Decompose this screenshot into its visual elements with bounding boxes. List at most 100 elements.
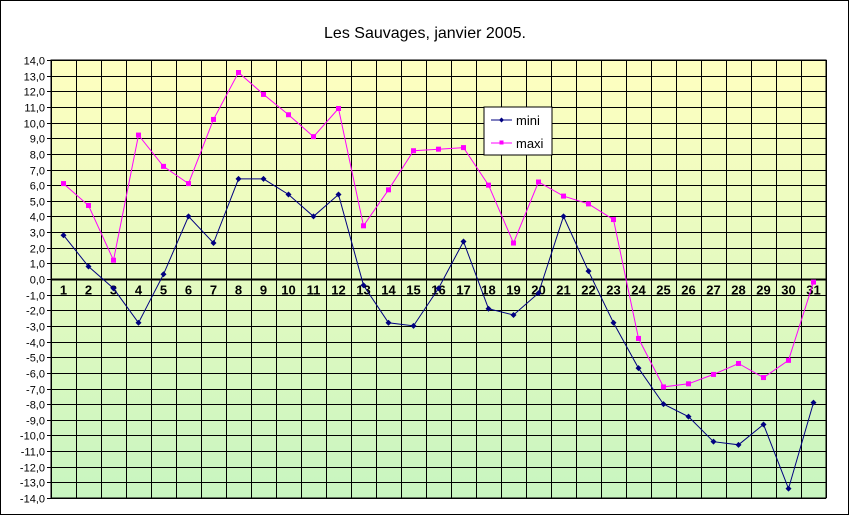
y-tick-label: -2,0	[26, 306, 45, 318]
y-tick-label: 2,0	[30, 244, 45, 256]
data-point-maxi	[386, 187, 391, 193]
x-tick-label: 24	[631, 283, 646, 298]
y-tick-label: 7,0	[30, 166, 45, 178]
data-point-mini	[610, 319, 617, 326]
y-tick-label: 6,0	[30, 181, 45, 193]
data-point-maxi	[86, 202, 91, 208]
data-point-maxi	[536, 179, 541, 185]
y-tick-label: 3,0	[30, 228, 45, 240]
data-point-maxi	[686, 381, 691, 387]
data-point-maxi	[486, 182, 491, 188]
y-tick-label: 8,0	[30, 150, 45, 162]
data-point-mini	[60, 232, 67, 239]
y-tick-label: 12,0	[24, 87, 45, 99]
chart-title: Les Sauvages, janvier 2005.	[324, 25, 526, 42]
data-point-maxi	[61, 181, 66, 187]
data-point-maxi	[261, 91, 266, 97]
x-tick-label: 1	[60, 283, 67, 298]
data-point-maxi	[186, 181, 191, 187]
y-tick-label: -1,0	[26, 291, 45, 303]
data-point-mini	[435, 285, 442, 292]
data-point-mini	[335, 191, 342, 198]
legend-box	[483, 106, 553, 156]
data-point-maxi	[361, 223, 366, 229]
data-point-maxi	[236, 70, 241, 76]
y-tick-label: 4,0	[30, 212, 45, 224]
legend-label-mini: mini	[516, 113, 540, 128]
data-point-maxi	[661, 384, 666, 390]
x-tick-label: 29	[756, 283, 770, 298]
data-point-mini	[235, 175, 242, 182]
data-point-maxi	[611, 217, 616, 223]
data-point-maxi	[786, 357, 791, 363]
x-tick-label: 22	[581, 283, 595, 298]
data-point-mini	[185, 213, 192, 220]
data-point-maxi	[511, 240, 516, 246]
x-tick-label: 15	[406, 283, 420, 298]
data-point-mini	[260, 175, 267, 182]
plot-area: 14,013,012,011,010,09,08,07,06,05,04,03,…	[20, 56, 827, 506]
data-point-maxi	[811, 279, 816, 285]
data-point-maxi	[761, 375, 766, 381]
data-point-mini	[735, 441, 742, 448]
x-tick-label: 17	[456, 283, 470, 298]
data-point-maxi	[586, 201, 591, 207]
x-tick-label: 7	[210, 283, 217, 298]
data-point-maxi	[161, 163, 166, 169]
y-tick-label: -6,0	[26, 369, 45, 381]
data-point-mini	[785, 485, 792, 492]
x-tick-label: 27	[706, 283, 720, 298]
x-tick-label: 2	[85, 283, 92, 298]
y-tick-label: -10,0	[20, 431, 45, 443]
y-tick-label: 9,0	[30, 134, 45, 146]
y-tick-label: -4,0	[26, 338, 45, 350]
data-point-mini	[585, 268, 592, 275]
data-point-maxi	[711, 371, 716, 377]
data-point-mini	[210, 240, 217, 247]
x-tick-label: 12	[331, 283, 345, 298]
data-point-mini	[710, 438, 717, 445]
data-point-maxi	[336, 105, 341, 111]
y-tick-label: -7,0	[26, 385, 45, 397]
y-tick-label: -13,0	[20, 478, 45, 490]
y-tick-label: -8,0	[26, 400, 45, 412]
y-tick-label: -11,0	[21, 447, 45, 459]
x-tick-label: 5	[160, 283, 167, 298]
data-point-maxi	[636, 335, 641, 341]
data-point-mini	[685, 413, 692, 420]
x-tick-label: 4	[135, 283, 143, 298]
data-point-mini	[510, 311, 517, 318]
data-point-mini	[110, 285, 117, 292]
x-tick-label: 13	[356, 283, 370, 298]
x-tick-label: 14	[381, 283, 396, 298]
y-tick-label: 5,0	[30, 197, 45, 209]
x-tick-label: 6	[185, 283, 192, 298]
data-point-maxi	[111, 257, 116, 263]
data-point-mini	[385, 319, 392, 326]
data-point-maxi	[211, 116, 216, 122]
y-tick-label: -14,0	[20, 494, 45, 506]
data-point-maxi	[286, 112, 291, 118]
legend: mini maxi	[483, 106, 553, 156]
data-point-mini	[635, 365, 642, 372]
x-tick-label: 8	[235, 283, 242, 298]
data-point-mini	[560, 213, 567, 220]
y-tick-label: 0,0	[30, 275, 45, 287]
data-point-maxi	[436, 146, 441, 152]
data-point-mini	[760, 421, 767, 428]
x-tick-label: 26	[681, 283, 695, 298]
data-point-mini	[410, 322, 417, 329]
y-tick-label: 14,0	[24, 56, 45, 68]
data-point-mini	[310, 213, 317, 220]
x-tick-label: 19	[506, 283, 520, 298]
x-tick-label: 31	[806, 283, 820, 298]
x-tick-label: 18	[481, 283, 495, 298]
data-point-mini	[535, 290, 542, 297]
data-point-mini	[85, 263, 92, 270]
x-tick-label: 10	[281, 283, 295, 298]
x-tick-label: 30	[781, 283, 795, 298]
data-point-maxi	[311, 134, 316, 140]
x-tick-label: 23	[606, 283, 620, 298]
